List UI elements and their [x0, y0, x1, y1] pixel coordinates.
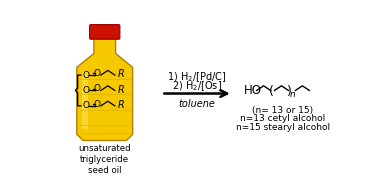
- Text: R: R: [118, 69, 125, 79]
- Text: unsaturated
triglyceride
seed oil: unsaturated triglyceride seed oil: [78, 144, 131, 175]
- Text: ): ): [287, 85, 292, 98]
- Text: n=15 stearyl alcohol: n=15 stearyl alcohol: [236, 123, 330, 132]
- Polygon shape: [77, 36, 133, 140]
- Text: HO: HO: [244, 84, 262, 97]
- Polygon shape: [81, 71, 88, 129]
- Text: 2) H$_2$/[Os]: 2) H$_2$/[Os]: [172, 79, 222, 93]
- Text: n=13 cetyl alcohol: n=13 cetyl alcohol: [240, 114, 326, 123]
- Text: O: O: [83, 101, 90, 110]
- Text: n: n: [289, 90, 295, 99]
- Text: (n= 13 or 15): (n= 13 or 15): [253, 106, 314, 115]
- Text: 1) H$_2$/[Pd/C]: 1) H$_2$/[Pd/C]: [167, 70, 227, 84]
- Text: O: O: [83, 70, 90, 80]
- Text: R: R: [118, 85, 125, 95]
- Text: O: O: [94, 69, 100, 78]
- Text: O: O: [94, 100, 100, 109]
- Text: R: R: [118, 100, 125, 110]
- Text: (: (: [269, 85, 274, 98]
- Text: O: O: [94, 84, 100, 93]
- Text: O: O: [83, 86, 90, 95]
- FancyBboxPatch shape: [90, 25, 120, 39]
- Text: toluene: toluene: [179, 98, 216, 108]
